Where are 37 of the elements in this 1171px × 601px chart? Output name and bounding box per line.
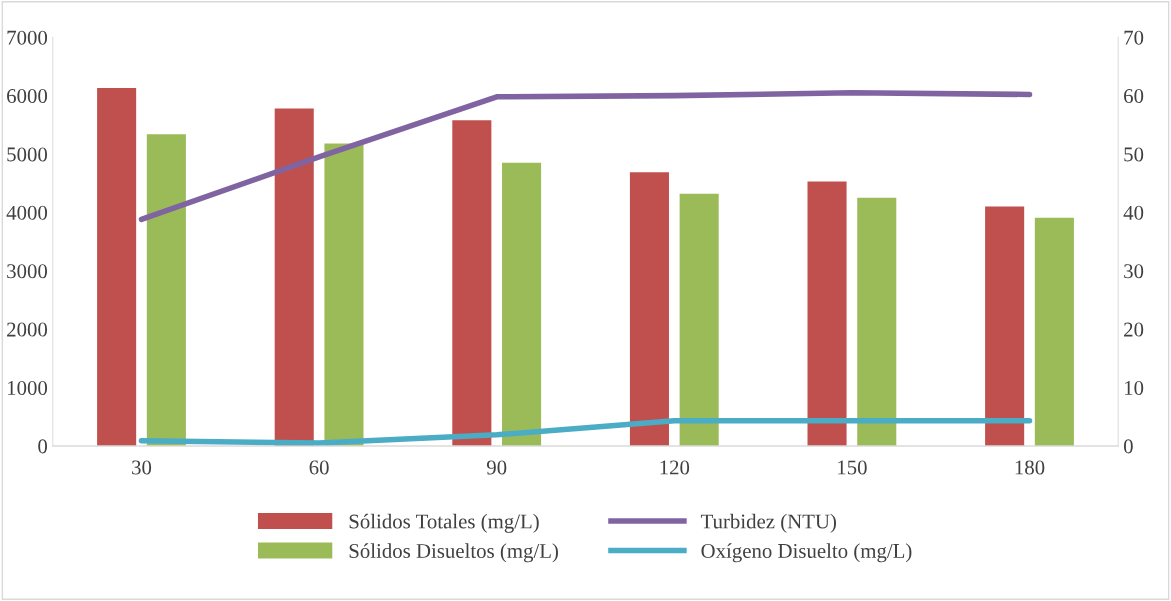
y2-tick-label: 70 bbox=[1124, 30, 1144, 45]
x-tick-label: 60 bbox=[309, 460, 329, 475]
y2-tick-label: 20 bbox=[1124, 322, 1144, 337]
bar bbox=[452, 120, 492, 446]
y-tick-label: 7000 bbox=[7, 30, 48, 45]
legend-label: Sólidos Totales (mg/L) bbox=[349, 513, 539, 533]
y2-tick-label: 0 bbox=[1123, 439, 1133, 454]
x-tick-label: 180 bbox=[1015, 460, 1045, 475]
y2-tick-label: 40 bbox=[1123, 205, 1144, 220]
legend-label: Oxígeno Disuelto (mg/L) bbox=[701, 543, 912, 563]
bar bbox=[807, 181, 847, 446]
legend-label: Turbidez (NTU) bbox=[700, 513, 837, 533]
bar bbox=[502, 162, 542, 446]
y-tick-label: 5000 bbox=[7, 147, 48, 162]
legend-label: Sólidos Disueltos (mg/L) bbox=[349, 543, 558, 563]
y2-tick-label: 10 bbox=[1125, 380, 1144, 395]
y-tick-label: 1000 bbox=[8, 380, 48, 395]
bar bbox=[857, 197, 897, 446]
y2-tick-label: 30 bbox=[1124, 264, 1144, 279]
bar bbox=[97, 88, 137, 446]
bar bbox=[985, 206, 1025, 446]
bar bbox=[629, 172, 669, 446]
bar bbox=[1034, 217, 1074, 446]
y-tick-label: 3000 bbox=[7, 264, 48, 279]
bar bbox=[679, 193, 719, 446]
y-tick-label: 6000 bbox=[7, 89, 48, 104]
x-tick-label: 150 bbox=[838, 460, 867, 475]
y-tick-label: 0 bbox=[38, 439, 48, 454]
bar bbox=[324, 143, 364, 446]
x-tick-label: 90 bbox=[486, 460, 507, 475]
y2-tick-label: 50 bbox=[1124, 147, 1144, 162]
x-tick-label: 120 bbox=[660, 460, 690, 475]
y2-tick-label: 60 bbox=[1124, 89, 1144, 104]
x-tick-label: 30 bbox=[132, 460, 152, 475]
y-tick-label: 2000 bbox=[7, 322, 48, 337]
bar bbox=[146, 134, 186, 446]
y-tick-label: 4000 bbox=[6, 205, 48, 220]
